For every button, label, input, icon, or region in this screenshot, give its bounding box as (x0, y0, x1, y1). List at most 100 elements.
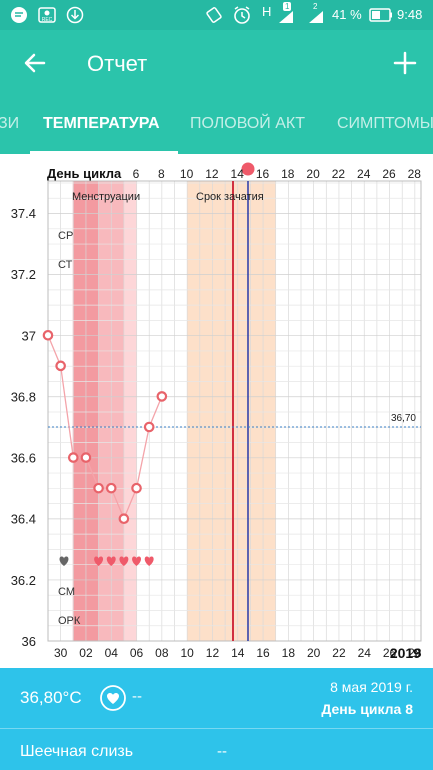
cycle-day-tick: 8 (158, 167, 165, 181)
y-tick-label: 37.2 (11, 267, 36, 282)
date-tick: 02 (79, 646, 93, 660)
cycle-day-tick: 12 (205, 167, 219, 181)
year-label: 2019 (390, 645, 421, 661)
date-tick: 08 (155, 646, 169, 660)
tab-temperature[interactable]: ТЕМПЕРАТУРА (43, 115, 160, 132)
cycle-day-tick: 24 (357, 167, 371, 181)
date-tick: 04 (105, 646, 119, 660)
message-icon (11, 7, 27, 23)
fertile-band-label: Срок зачатия (196, 191, 264, 203)
battery-percent: 41 % (332, 7, 362, 22)
temperature-line (47, 335, 163, 521)
cycle-day-tick: 28 (408, 167, 422, 181)
heart-marker (106, 556, 116, 566)
temperature-point (156, 391, 168, 402)
heart-icon[interactable] (99, 684, 127, 712)
cycle-day-tick: 16 (256, 167, 270, 181)
screen-record-icon: REC (38, 7, 56, 23)
summary-cycle-day: День цикла 8 (321, 701, 413, 717)
app-bar: Отчет (0, 30, 433, 98)
temperature-point (105, 482, 117, 494)
date-tick: 22 (332, 646, 346, 660)
rotate-icon (206, 7, 222, 23)
temperature-point (55, 360, 66, 372)
cycle-day-tick: 10 (180, 167, 194, 181)
heart-marker (144, 556, 154, 566)
page-title: Отчет (87, 51, 148, 76)
reference-line-label: 36,70 (391, 413, 416, 424)
date-tick: 24 (358, 646, 372, 660)
tab-symptoms[interactable]: СИМПТОМЫ (337, 115, 433, 132)
side-label: СТ (58, 259, 73, 271)
y-tick-label: 36.2 (11, 573, 36, 588)
cycle-day-tick: 6 (133, 167, 140, 181)
signal-1-icon (279, 11, 293, 23)
fertile-band (187, 181, 276, 641)
temperature-point (118, 513, 130, 525)
date-tick: 26 (383, 646, 397, 660)
cycle-day-tick: 22 (332, 167, 346, 181)
signal-2-icon (309, 11, 323, 23)
temperature-point (68, 452, 79, 463)
network-type: H (262, 4, 272, 19)
temperature-point (131, 482, 142, 494)
tab-notes[interactable]: ЗИ (0, 115, 20, 132)
cycle-day-tick: 20 (306, 167, 320, 181)
temperature-point (80, 452, 92, 463)
cycle-day-tick: 14 (231, 167, 245, 181)
y-tick-label: 36.6 (11, 451, 36, 466)
heart-marker-grey (59, 556, 69, 566)
date-tick: 14 (231, 646, 245, 660)
side-label: ОРК (58, 615, 81, 627)
x-axis-title: День цикла (47, 166, 122, 181)
alarm-icon (234, 6, 250, 24)
y-tick-label: 36 (22, 634, 36, 649)
clock: 9:48 (397, 7, 423, 22)
menstruation-band-label: Менструации (72, 191, 140, 203)
menstruation-band-light (123, 181, 138, 641)
current-day-marker (241, 162, 255, 176)
battery-icon (369, 8, 392, 22)
y-tick-label: 37.4 (11, 206, 36, 221)
svg-text:REC: REC (42, 17, 53, 23)
plot-border (47, 180, 422, 642)
tab-indicator (30, 151, 178, 154)
add-icon[interactable] (392, 48, 418, 78)
summary-intercourse-value: -- (132, 688, 142, 705)
tab-bar: ЗИ ТЕМПЕРАТУРА ПОЛОВОЙ АКТ СИМПТОМЫ (0, 98, 433, 154)
date-tick: 16 (256, 646, 270, 660)
temperature-point (143, 421, 155, 433)
date-tick: 18 (282, 646, 296, 660)
tab-intercourse[interactable]: ПОЛОВОЙ АКТ (190, 115, 306, 132)
y-tick-label: 36.8 (11, 389, 36, 404)
date-tick: 06 (130, 646, 144, 660)
date-tick: 12 (206, 646, 220, 660)
side-label: СМ (58, 586, 75, 598)
temperature-chart[interactable]: Менструации Срок зачатия 36 36.2 36.4 36.6 36.… (0, 154, 433, 668)
cycle-day-tick: 26 (382, 167, 396, 181)
date-tick: 30 (54, 646, 68, 660)
cervical-mucus-label: Шеечная слизь (20, 743, 134, 760)
side-label: СР (58, 230, 73, 242)
day-summary[interactable]: 36,80°C -- 8 мая 2019 г. День цикла 8 (0, 668, 433, 728)
sim-1-badge: 1 (283, 2, 292, 11)
cervical-mucus-value: -- (217, 743, 227, 760)
heart-marker (132, 556, 142, 566)
status-bar: REC H 1 2 41 % 9:48 (0, 0, 433, 30)
cycle-day-tick: 18 (281, 167, 295, 181)
y-tick-label: 36.4 (11, 512, 36, 527)
download-icon (66, 6, 84, 24)
cervical-mucus-row[interactable]: Шеечная слизь -- (0, 728, 433, 770)
date-tick: 10 (180, 646, 194, 660)
temperature-point (42, 329, 54, 341)
heart-marker (119, 556, 129, 566)
back-arrow-icon[interactable] (20, 48, 50, 78)
date-tick: 20 (307, 646, 321, 660)
y-tick-label: 37 (22, 328, 36, 343)
sim-2-badge: 2 (313, 2, 318, 11)
date-tick: 28 (408, 646, 422, 660)
temperature-point (93, 482, 104, 494)
summary-date: 8 мая 2019 г. (330, 679, 413, 695)
summary-temperature: 36,80°C (20, 688, 82, 707)
heart-marker (94, 556, 104, 566)
